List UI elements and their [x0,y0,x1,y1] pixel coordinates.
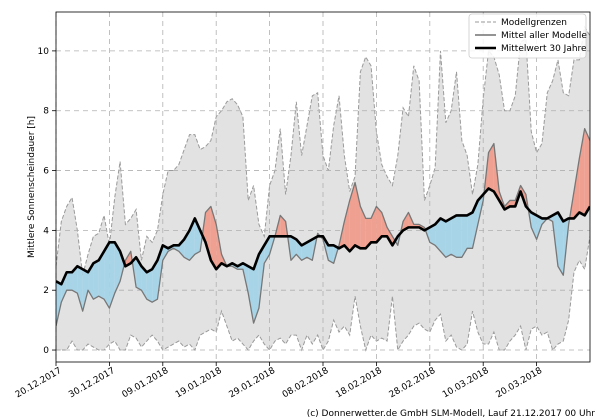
below-average-fill [109,242,115,309]
below-average-fill [72,266,78,294]
y-tick-label: 6 [43,167,49,177]
legend: Modellgrenzen Mittel aller Modelle Mitte… [468,13,587,59]
above-average-fill [381,212,388,237]
below-average-fill [467,212,473,249]
below-average-fill [290,236,297,261]
y-axis-label: Mittlere Sonnenscheindauer [h] [27,116,37,258]
y-tick-label: 2 [43,286,49,296]
y-tick-label: 4 [43,226,49,236]
below-average-fill [531,212,537,240]
above-average-fill [216,224,222,270]
above-average-fill [344,200,350,252]
below-average-fill [328,245,334,264]
below-average-fill [82,269,89,312]
below-average-fill [93,260,99,300]
legend-label-model-mean: Mittel aller Modelle [501,31,587,41]
below-average-fill [451,215,457,258]
below-average-fill [66,272,73,291]
above-average-fill [403,212,409,231]
below-average-fill [306,239,313,261]
above-average-fill [349,182,356,252]
envelope-max-line [56,25,590,276]
legend-box [468,13,587,59]
above-average-fill [509,200,516,207]
y-tick-label: 8 [43,107,49,117]
below-average-fill [141,266,147,300]
below-average-fill [162,245,169,261]
below-average-fill [301,242,307,261]
lines-layer [56,128,590,327]
below-average-fill [440,218,446,258]
below-average-fill [536,215,542,240]
below-average-fill [456,215,462,258]
above-average-fill [125,251,131,267]
above-average-fill [376,206,382,243]
y-tick-label: 0 [43,346,49,356]
grid-layer [55,12,590,362]
envelope-area [56,26,590,351]
legend-label-climate-mean: Mittelwert 30 Jahre [501,44,587,54]
below-average-fill [194,218,201,255]
below-average-fill [173,245,179,252]
below-average-fill [461,215,468,258]
envelope-layer [56,25,590,352]
below-average-fill [557,212,564,276]
above-average-fill [365,218,372,249]
below-average-fill [445,218,452,258]
below-average-fill [248,266,254,324]
model-mean-line [56,128,590,327]
y-axis: 0 2 4 6 8 10 [38,47,56,356]
below-average-fill [98,251,105,300]
below-average-fill [77,266,83,312]
below-average-fill [61,272,67,303]
above-average-fill [355,182,361,249]
below-average-fill [152,260,158,303]
above-average-fill [488,143,494,192]
below-average-fill [253,254,259,324]
below-average-fill [104,242,110,309]
y-tick-label: 10 [38,47,50,57]
below-average-fill [429,224,436,246]
above-average-fill [573,158,580,219]
above-average-fill [579,128,585,216]
below-average-fill [120,251,125,282]
below-average-fill [146,269,153,303]
climate-mean-line [56,187,590,286]
above-average-fill [584,128,590,216]
below-average-fill [114,242,121,294]
legend-label-envelope: Modellgrenzen [501,18,567,28]
below-average-fill [56,281,62,327]
above-average-fill [371,206,377,243]
credit-text: (c) Donnerwetter.de GmbH SLM-Modell, Lau… [307,409,596,419]
below-average-fill [435,218,441,252]
